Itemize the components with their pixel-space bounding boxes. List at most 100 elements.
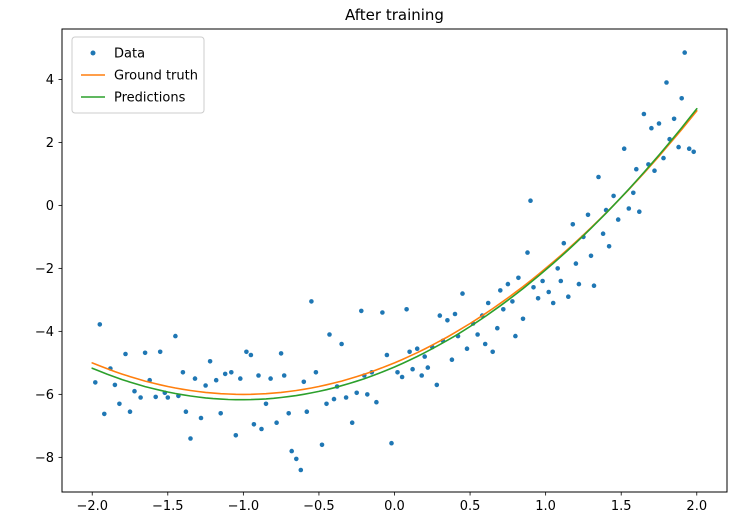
data-point bbox=[505, 281, 511, 287]
data-point bbox=[298, 467, 304, 473]
legend-marker-dot bbox=[90, 50, 96, 56]
data-point bbox=[165, 395, 171, 400]
data-point bbox=[679, 96, 684, 101]
data-point bbox=[244, 349, 249, 355]
data-point bbox=[606, 244, 612, 249]
data-point bbox=[256, 373, 261, 378]
legend-entry-predictions: Predictions bbox=[81, 91, 186, 106]
data-point bbox=[410, 366, 415, 372]
data-point bbox=[112, 382, 118, 388]
data-point bbox=[281, 373, 287, 378]
data-point bbox=[422, 354, 428, 359]
x-tick-label: 0.0 bbox=[384, 499, 405, 514]
data-point bbox=[437, 313, 443, 318]
data-point bbox=[138, 395, 143, 400]
data-point bbox=[218, 411, 223, 416]
data-point bbox=[464, 346, 470, 352]
data-point bbox=[434, 382, 440, 388]
data-point bbox=[238, 376, 243, 381]
data-point bbox=[142, 350, 148, 356]
data-point bbox=[510, 299, 515, 304]
data-point bbox=[591, 283, 597, 289]
x-tick-label: 1.0 bbox=[535, 499, 556, 514]
data-point bbox=[570, 222, 576, 227]
data-point bbox=[631, 190, 636, 196]
data-point bbox=[324, 401, 329, 407]
data-point bbox=[153, 394, 158, 400]
data-point bbox=[294, 456, 299, 462]
x-tick-label: −1.5 bbox=[152, 499, 184, 514]
y-tick-label: 0 bbox=[46, 199, 54, 214]
legend-label: Predictions bbox=[114, 91, 186, 106]
y-tick-label: 2 bbox=[46, 136, 54, 151]
data-point bbox=[286, 411, 292, 416]
data-point bbox=[343, 395, 349, 400]
legend-label: Ground truth bbox=[114, 69, 198, 84]
x-tick-label: −2.0 bbox=[76, 499, 108, 514]
x-tick-label: 1.5 bbox=[611, 499, 632, 514]
data-point bbox=[380, 310, 385, 315]
data-point bbox=[482, 341, 488, 347]
data-point bbox=[384, 352, 390, 358]
data-point bbox=[93, 380, 98, 385]
data-point bbox=[173, 333, 178, 339]
data-point bbox=[339, 341, 344, 347]
data-point bbox=[528, 198, 533, 203]
legend-entry-ground-truth: Ground truth bbox=[81, 69, 198, 84]
data-point bbox=[546, 289, 551, 295]
data-point bbox=[274, 420, 279, 426]
data-point bbox=[198, 415, 204, 421]
data-point bbox=[251, 422, 257, 427]
x-tick-label: 2.0 bbox=[686, 499, 707, 514]
data-point bbox=[117, 401, 122, 407]
y-tick-label: −6 bbox=[35, 388, 54, 403]
data-point bbox=[535, 296, 541, 301]
data-point bbox=[588, 253, 594, 259]
data-point bbox=[132, 388, 137, 394]
data-point bbox=[686, 146, 692, 151]
data-point bbox=[445, 318, 450, 323]
data-point bbox=[319, 442, 325, 448]
data-point bbox=[585, 212, 591, 218]
data-point bbox=[183, 409, 189, 415]
data-point bbox=[207, 359, 213, 364]
data-point bbox=[331, 396, 337, 402]
data-point bbox=[676, 144, 681, 150]
y-tick-label: −4 bbox=[35, 325, 54, 340]
data-point bbox=[649, 125, 654, 131]
data-point bbox=[558, 278, 564, 284]
y-axis-ticks: −8 −6 −4 −2 0 2 4 bbox=[35, 73, 62, 466]
data-point bbox=[213, 377, 219, 383]
data-point bbox=[531, 285, 536, 290]
data-point bbox=[573, 261, 579, 266]
data-point bbox=[513, 333, 518, 339]
line-ground-truth bbox=[91, 110, 698, 396]
data-point bbox=[501, 307, 506, 312]
data-point bbox=[389, 440, 394, 446]
data-point bbox=[395, 370, 400, 375]
data-point bbox=[192, 376, 198, 381]
data-point bbox=[664, 80, 669, 85]
data-point bbox=[656, 121, 662, 126]
data-point bbox=[520, 316, 526, 322]
data-point bbox=[399, 374, 405, 380]
data-point bbox=[365, 392, 370, 397]
data-point bbox=[485, 300, 491, 306]
legend: Data Ground truth Predictions bbox=[71, 36, 205, 114]
data-point bbox=[248, 352, 254, 358]
x-axis-ticks: −2.0 −1.5 −1.0 −0.5 0.0 0.5 1.0 1.5 2.0 bbox=[76, 492, 707, 514]
legend-entry-data: Data bbox=[90, 47, 145, 62]
y-tick-label: −8 bbox=[35, 451, 54, 466]
data-point bbox=[682, 50, 687, 55]
data-point bbox=[596, 174, 601, 180]
data-point bbox=[309, 299, 314, 304]
data-point bbox=[407, 349, 412, 355]
data-point bbox=[641, 111, 647, 117]
data-point bbox=[157, 349, 163, 355]
x-tick-label: −0.5 bbox=[303, 499, 335, 514]
data-point bbox=[449, 357, 455, 363]
data-point bbox=[626, 206, 632, 211]
data-point bbox=[540, 278, 545, 284]
data-point bbox=[525, 250, 530, 255]
